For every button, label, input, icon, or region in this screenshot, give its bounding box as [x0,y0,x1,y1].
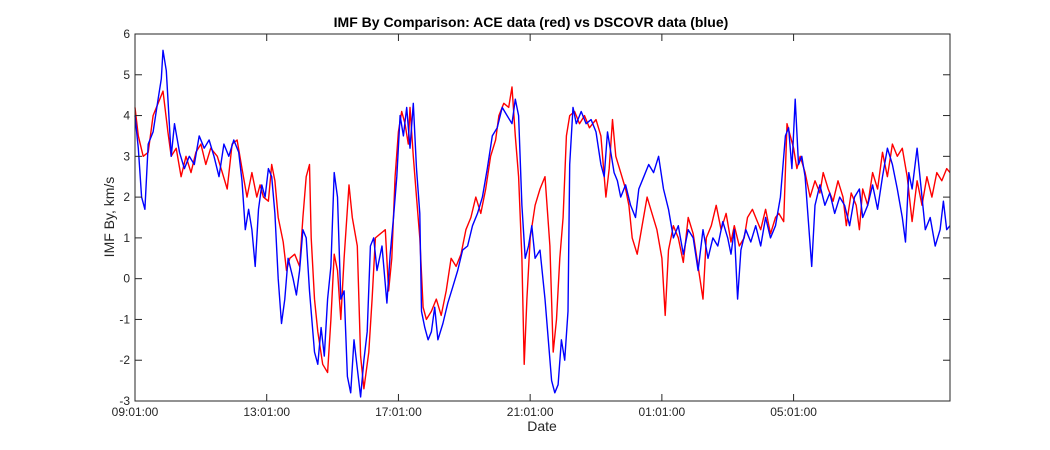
y-tick-label: 1 [123,231,130,245]
y-tick-label: 2 [123,190,130,204]
series-line-ace [134,86,951,390]
x-tick-label: 21:01:00 [507,405,554,419]
x-tick-label: 13:01:00 [243,405,290,419]
chart-title: IMF By Comparison: ACE data (red) vs DSC… [334,14,729,30]
x-tick-label: 09:01:00 [112,405,159,419]
y-tick-label: -3 [119,394,130,408]
x-tick-label: 05:01:00 [770,405,817,419]
y-tick-label: 6 [123,27,130,41]
x-axis-label: Date [527,418,557,434]
y-tick-label: 0 [123,272,130,286]
series-line-dscovr [134,49,951,398]
y-axis-label: IMF By, km/s [101,177,117,258]
x-tick-label: 01:01:00 [639,405,686,419]
series-layer [134,49,951,398]
y-tick-label: 5 [123,68,130,82]
plot-frame [134,33,951,402]
y-tick-label: -1 [119,312,130,326]
y-tick-label: -2 [119,353,130,367]
x-tick-label: 17:01:00 [375,405,422,419]
x-axis: 09:01:00 13:01:00 17:01:00 21:01:00 01:01:00… [112,34,817,419]
y-tick-label: 3 [123,149,130,163]
y-tick-label: 4 [123,109,130,123]
y-axis: -3 -2 -1 0 1 2 3 4 5 6 [119,27,950,408]
